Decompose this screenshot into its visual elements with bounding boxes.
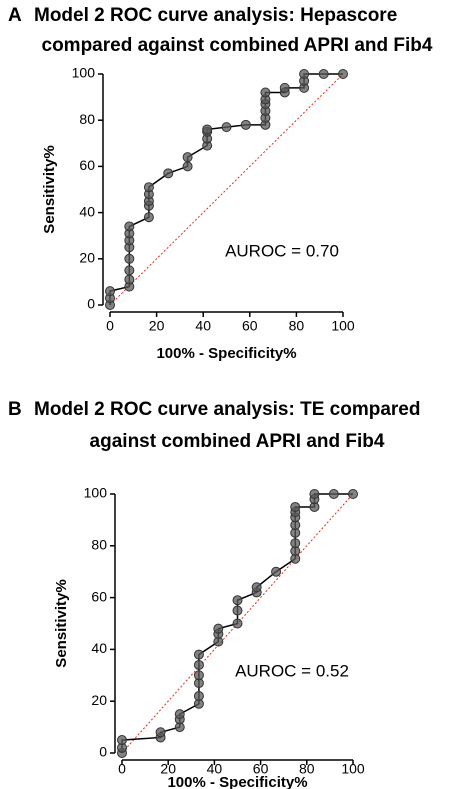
x-tick-label: 100 bbox=[331, 318, 355, 334]
data-point bbox=[309, 489, 320, 499]
data-point bbox=[232, 595, 243, 606]
data-point bbox=[105, 286, 115, 297]
data-point bbox=[290, 538, 301, 549]
data-point bbox=[124, 274, 135, 285]
data-point bbox=[213, 623, 224, 634]
x-tick-label: 0 bbox=[106, 318, 114, 334]
x-tick-label: 60 bbox=[242, 318, 258, 334]
x-tick-label: 20 bbox=[149, 318, 165, 334]
data-point bbox=[348, 489, 358, 499]
x-tick-label: 100 bbox=[341, 761, 365, 777]
y-tick-label: 80 bbox=[91, 537, 107, 553]
reference-line bbox=[109, 73, 344, 306]
y-tick-label: 100 bbox=[72, 65, 96, 81]
x-tick-label: 40 bbox=[195, 318, 211, 334]
data-point bbox=[193, 670, 204, 681]
data-point bbox=[163, 168, 174, 179]
x-tick-label: 40 bbox=[207, 761, 223, 777]
x-tick-label: 80 bbox=[289, 318, 305, 334]
data-point bbox=[124, 253, 135, 264]
data-point bbox=[124, 265, 135, 276]
x-axis-title: 100% - Specificity% bbox=[167, 774, 307, 789]
data-point bbox=[202, 124, 213, 135]
data-point bbox=[240, 119, 251, 130]
data-point bbox=[124, 221, 135, 232]
data-point bbox=[182, 152, 193, 163]
data-point bbox=[251, 582, 262, 593]
data-point bbox=[155, 727, 166, 738]
data-point bbox=[193, 691, 204, 702]
data-point bbox=[232, 618, 243, 629]
data-point bbox=[232, 605, 243, 616]
y-tick-label: 20 bbox=[79, 250, 95, 266]
chart-title: Model 2 ROC curve analysis: Hepascore bbox=[34, 5, 397, 26]
y-tick-label: 20 bbox=[91, 692, 107, 708]
data-point bbox=[221, 122, 232, 133]
x-axis-title: 100% - Specificity% bbox=[156, 345, 296, 362]
annotation: AUROC = 0.70 bbox=[225, 241, 339, 260]
chart-title: compared against combined APRI and Fib4 bbox=[42, 35, 433, 56]
y-tick-label: 100 bbox=[84, 485, 108, 501]
panel-label: B bbox=[8, 399, 22, 420]
chart-title: against combined APRI and Fib4 bbox=[90, 431, 385, 452]
data-point bbox=[143, 212, 154, 223]
data-point bbox=[279, 82, 290, 93]
data-point bbox=[290, 501, 301, 512]
y-tick-label: 0 bbox=[87, 296, 95, 312]
data-point bbox=[143, 182, 154, 193]
y-axis-title: Sensitivity% bbox=[53, 579, 70, 667]
data-point bbox=[193, 659, 204, 670]
x-tick-label: 20 bbox=[160, 761, 176, 777]
data-point bbox=[260, 87, 271, 98]
data-point bbox=[299, 69, 310, 79]
y-tick-label: 0 bbox=[99, 744, 107, 760]
panel-label: A bbox=[8, 5, 22, 26]
data-point bbox=[338, 69, 348, 79]
data-point bbox=[328, 489, 339, 499]
x-tick-label: 0 bbox=[118, 761, 126, 777]
y-tick-label: 40 bbox=[91, 640, 107, 656]
chart-title: Model 2 ROC curve analysis: TE compared bbox=[34, 399, 420, 420]
y-axis-title: Sensitivity% bbox=[41, 145, 58, 233]
y-tick-label: 60 bbox=[91, 588, 107, 604]
data-point bbox=[117, 735, 127, 746]
y-tick-label: 40 bbox=[79, 203, 95, 219]
y-tick-label: 80 bbox=[79, 111, 95, 127]
y-tick-label: 60 bbox=[79, 157, 95, 173]
data-point bbox=[271, 566, 282, 577]
data-point bbox=[318, 69, 329, 79]
x-tick-label: 60 bbox=[253, 761, 269, 777]
data-point bbox=[182, 161, 193, 172]
data-point bbox=[174, 709, 185, 720]
x-tick-label: 80 bbox=[299, 761, 315, 777]
annotation: AUROC = 0.52 bbox=[235, 661, 349, 680]
data-point bbox=[193, 649, 204, 660]
